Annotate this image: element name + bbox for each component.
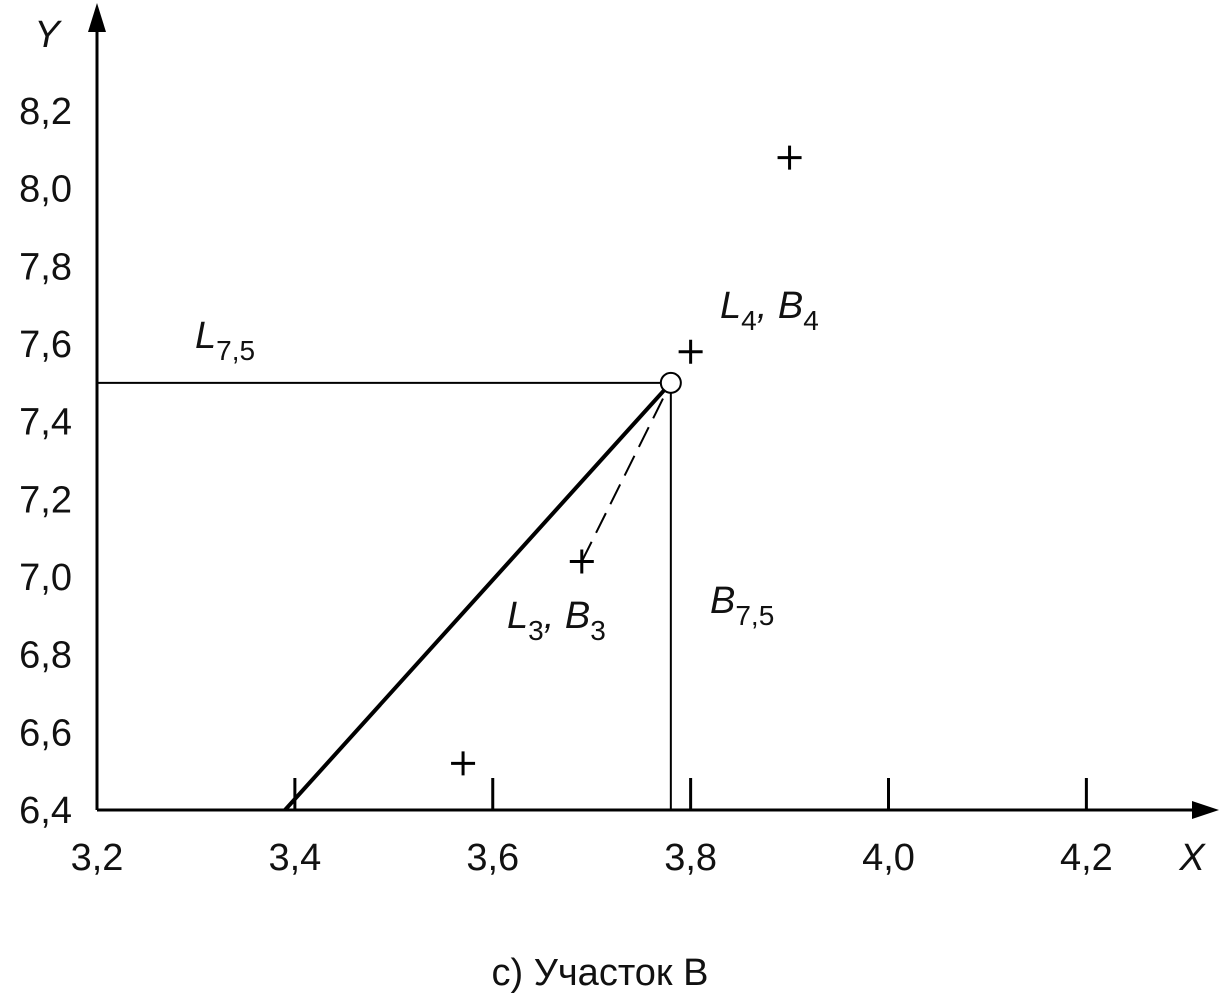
- point-plus: [451, 751, 476, 776]
- y-axis-arrow: [88, 3, 106, 32]
- y-axis-label: Y: [34, 14, 62, 56]
- y-tick-label: 6,6: [19, 712, 72, 754]
- caption: c) Участок В: [492, 952, 709, 994]
- x-axis-arrow: [1192, 801, 1219, 819]
- y-tick-label: 7,2: [19, 479, 72, 521]
- annotation-text: L: [195, 315, 216, 357]
- point-plus: [777, 145, 802, 170]
- annotation-subscript: 3: [528, 615, 544, 646]
- x-tick-label: 3,6: [466, 837, 519, 879]
- line: [283, 381, 673, 812]
- x-tick-label: 4,0: [862, 837, 915, 879]
- line: [580, 382, 672, 562]
- y-tick-label: 7,0: [19, 557, 72, 599]
- annotation-text: L: [720, 285, 741, 327]
- annotation-subscript: 7,5: [735, 600, 774, 631]
- x-axis-label: X: [1178, 837, 1206, 879]
- y-tick-label: 6,8: [19, 635, 72, 677]
- y-tick-label: 7,8: [19, 246, 72, 288]
- point-plus: [678, 339, 703, 364]
- annotation-subscript: 7,5: [216, 335, 255, 366]
- y-tick-label: 7,4: [19, 402, 72, 444]
- annotation: L4, B4: [720, 285, 819, 336]
- y-tick-label: 8,0: [19, 169, 72, 211]
- y-tick-label: 7,6: [19, 324, 72, 366]
- annotation-subscript: 4: [803, 305, 819, 336]
- y-tick-label: 6,4: [19, 790, 72, 832]
- point-plus: [569, 549, 594, 574]
- point-circle: [659, 371, 682, 394]
- annotation-text: , B: [544, 595, 590, 637]
- annotation: L3, B3: [507, 595, 606, 646]
- annotation: L7,5: [195, 315, 255, 366]
- x-tick-label: 3,8: [664, 837, 717, 879]
- annotation-text: L: [507, 595, 528, 637]
- x-tick-label: 3,2: [71, 837, 124, 879]
- y-tick-label: 8,2: [19, 91, 72, 133]
- annotation-subscript: 3: [590, 615, 606, 646]
- x-tick-label: 3,4: [268, 837, 321, 879]
- annotation-text: , B: [757, 285, 803, 327]
- annotation-subscript: 4: [741, 305, 757, 336]
- annotation: B7,5: [710, 580, 774, 631]
- x-tick-label: 4,2: [1060, 837, 1113, 879]
- annotation-text: B: [710, 580, 735, 622]
